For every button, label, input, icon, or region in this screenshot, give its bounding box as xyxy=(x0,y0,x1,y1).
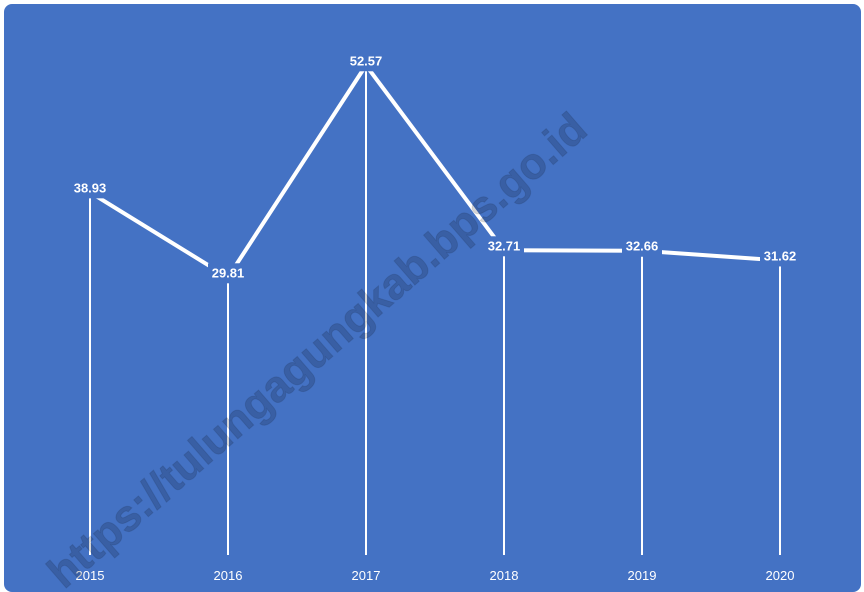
series-line xyxy=(88,63,782,280)
data-labels: 38.93 29.81 52.57 32.71 32.66 31.62 xyxy=(70,51,800,284)
data-label-background xyxy=(622,236,662,257)
data-label-background xyxy=(208,263,248,284)
drop-lines xyxy=(89,65,781,555)
data-label-background xyxy=(760,246,800,267)
x-tick-label: 2019 xyxy=(628,568,657,583)
x-tick-label: 2020 xyxy=(766,568,795,583)
data-label: 32.71 xyxy=(488,238,521,253)
data-label-background xyxy=(346,51,386,72)
data-label: 38.93 xyxy=(74,180,107,195)
data-label: 32.66 xyxy=(626,239,659,254)
watermark-text: https://tulungagungkab.bps.go.id xyxy=(38,104,596,592)
data-label: 29.81 xyxy=(212,265,245,280)
chart-area: 38.93 29.81 52.57 32.71 32.66 31.62 2015 2016 2… xyxy=(4,4,861,592)
data-label: 31.62 xyxy=(764,248,797,263)
x-tick-label: 2017 xyxy=(352,568,381,583)
data-label: 52.57 xyxy=(350,53,383,68)
data-label-background xyxy=(484,236,524,257)
x-tick-label: 2018 xyxy=(490,568,519,583)
x-tick-label: 2016 xyxy=(214,568,243,583)
x-axis-tick-labels: 2015 2016 2017 2018 2019 2020 xyxy=(76,568,795,583)
data-label-background xyxy=(70,178,110,199)
x-tick-label: 2015 xyxy=(76,568,105,583)
